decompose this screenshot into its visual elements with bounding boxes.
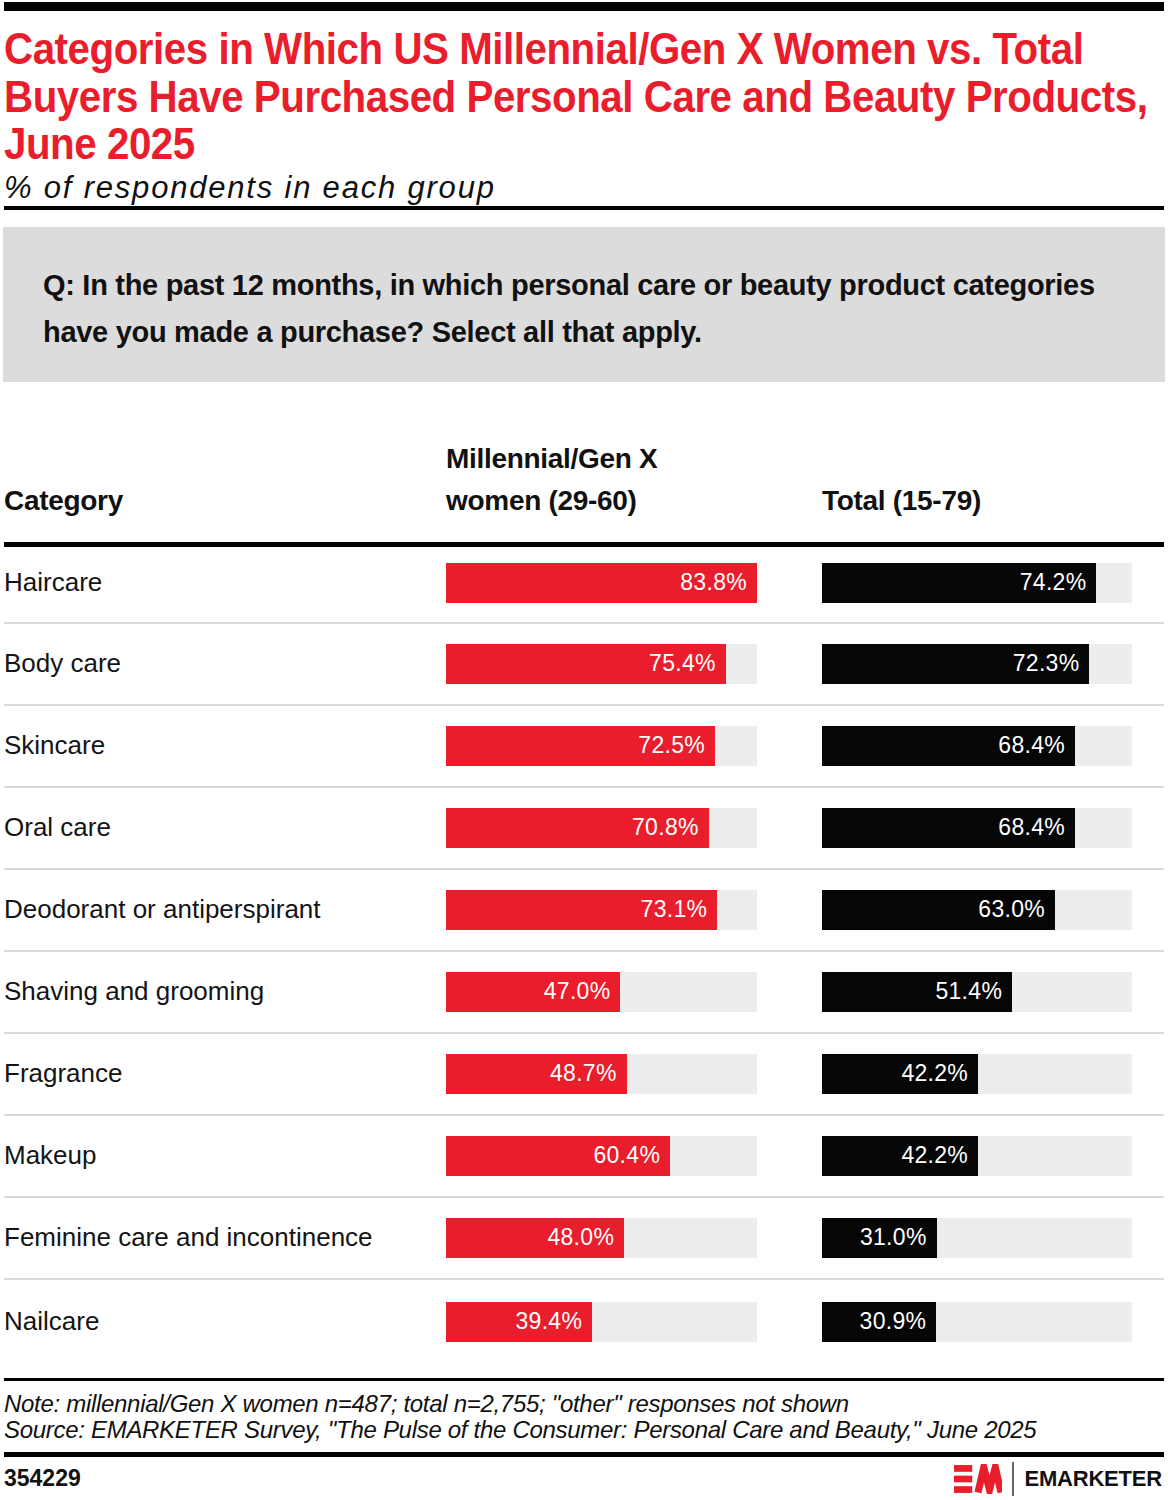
column-header-total: Total (15-79) bbox=[822, 480, 1164, 522]
women-bar-value: 70.8% bbox=[632, 814, 709, 841]
total-bar-value: 51.4% bbox=[935, 978, 1012, 1005]
total-bar: 63.0% bbox=[822, 890, 1055, 930]
total-bar-track: 42.2% bbox=[822, 1054, 1132, 1094]
women-bar: 48.7% bbox=[446, 1054, 627, 1094]
women-bar-track: 47.0% bbox=[446, 972, 757, 1012]
table-row: Haircare 83.8% 74.2% bbox=[4, 547, 1164, 624]
total-bar-value: 42.2% bbox=[901, 1142, 978, 1169]
total-bar-value: 30.9% bbox=[860, 1308, 937, 1335]
women-bar-value: 39.4% bbox=[516, 1308, 593, 1335]
women-bar: 72.5% bbox=[446, 726, 715, 766]
table-body: Haircare 83.8% 74.2% Body care 75.4% 72.3% Ski… bbox=[0, 547, 1168, 1381]
women-bar-track: 75.4% bbox=[446, 644, 757, 684]
total-bar-value: 42.2% bbox=[901, 1060, 978, 1087]
total-bar-track: 74.2% bbox=[822, 563, 1132, 603]
women-bar-track: 48.0% bbox=[446, 1218, 757, 1258]
category-label: Feminine care and incontinence bbox=[4, 1222, 373, 1253]
women-bar: 70.8% bbox=[446, 808, 709, 848]
table-row: Fragrance 48.7% 42.2% bbox=[4, 1034, 1164, 1116]
category-label: Shaving and grooming bbox=[4, 976, 264, 1007]
chart-title: Categories in Which US Millennial/Gen X … bbox=[4, 25, 1168, 168]
women-bar-track: 72.5% bbox=[446, 726, 757, 766]
total-bar-track: 63.0% bbox=[822, 890, 1132, 930]
total-bar: 51.4% bbox=[822, 972, 1012, 1012]
total-bar: 42.2% bbox=[822, 1136, 978, 1176]
total-bar-value: 68.4% bbox=[998, 814, 1075, 841]
question-text: Q: In the past 12 months, in which perso… bbox=[43, 262, 1125, 356]
women-bar-value: 72.5% bbox=[638, 732, 715, 759]
total-bar-track: 30.9% bbox=[822, 1302, 1132, 1342]
header-divider-rule bbox=[4, 206, 1164, 210]
logo-divider bbox=[1012, 1462, 1014, 1496]
total-bar: 72.3% bbox=[822, 644, 1089, 684]
women-bar-value: 75.4% bbox=[649, 650, 726, 677]
category-label: Makeup bbox=[4, 1140, 97, 1171]
table-row: Shaving and grooming 47.0% 51.4% bbox=[4, 952, 1164, 1034]
women-bar-track: 70.8% bbox=[446, 808, 757, 848]
table-row: Makeup 60.4% 42.2% bbox=[4, 1116, 1164, 1198]
category-label: Fragrance bbox=[4, 1058, 123, 1089]
total-bar: 31.0% bbox=[822, 1218, 937, 1258]
women-bar-track: 73.1% bbox=[446, 890, 757, 930]
emarketer-logo: EMARKETER bbox=[954, 1462, 1162, 1496]
table-row: Body care 75.4% 72.3% bbox=[4, 624, 1164, 706]
women-bar-track: 39.4% bbox=[446, 1302, 757, 1342]
total-bar: 74.2% bbox=[822, 563, 1096, 603]
total-bar: 68.4% bbox=[822, 726, 1075, 766]
total-bar-track: 72.3% bbox=[822, 644, 1132, 684]
table-header: Category Millennial/Gen X women (29-60) … bbox=[4, 438, 1164, 522]
category-label: Haircare bbox=[4, 567, 102, 598]
em-monogram-icon bbox=[954, 1464, 1002, 1494]
category-label: Skincare bbox=[4, 730, 105, 761]
total-bar-track: 51.4% bbox=[822, 972, 1132, 1012]
chart-subtitle: % of respondents in each group bbox=[4, 169, 1164, 206]
total-bar-track: 68.4% bbox=[822, 726, 1132, 766]
women-bar: 48.0% bbox=[446, 1218, 624, 1258]
total-bar-track: 31.0% bbox=[822, 1218, 1132, 1258]
women-bar-value: 47.0% bbox=[544, 978, 621, 1005]
women-bar-value: 60.4% bbox=[593, 1142, 670, 1169]
total-bar-track: 42.2% bbox=[822, 1136, 1132, 1176]
category-label: Deodorant or antiperspirant bbox=[4, 894, 321, 925]
total-bar: 30.9% bbox=[822, 1302, 936, 1342]
table-row: Feminine care and incontinence 48.0% 31.0% bbox=[4, 1198, 1164, 1280]
women-bar: 75.4% bbox=[446, 644, 726, 684]
source-text: Source: EMARKETER Survey, "The Pulse of … bbox=[4, 1417, 1164, 1443]
table-row: Oral care 70.8% 68.4% bbox=[4, 788, 1164, 870]
women-bar: 60.4% bbox=[446, 1136, 670, 1176]
women-bar-track: 48.7% bbox=[446, 1054, 757, 1094]
women-bar: 73.1% bbox=[446, 890, 717, 930]
table-row: Deodorant or antiperspirant 73.1% 63.0% bbox=[4, 870, 1164, 952]
total-bar-value: 72.3% bbox=[1013, 650, 1090, 677]
women-bar-value: 83.8% bbox=[680, 569, 757, 596]
table-row: Nailcare 39.4% 30.9% bbox=[4, 1280, 1164, 1381]
total-bar-track: 68.4% bbox=[822, 808, 1132, 848]
women-bar-value: 48.7% bbox=[550, 1060, 627, 1087]
column-header-women: Millennial/Gen X women (29-60) bbox=[446, 438, 822, 522]
women-bar: 47.0% bbox=[446, 972, 620, 1012]
women-bar-track: 83.8% bbox=[446, 563, 757, 603]
brand-wordmark: EMARKETER bbox=[1024, 1466, 1162, 1492]
category-label: Nailcare bbox=[4, 1306, 99, 1337]
women-bar-value: 73.1% bbox=[641, 896, 718, 923]
top-accent-bar bbox=[4, 2, 1164, 11]
category-label: Body care bbox=[4, 648, 121, 679]
women-bar: 83.8% bbox=[446, 563, 757, 603]
total-bar-value: 68.4% bbox=[998, 732, 1075, 759]
note-text: Note: millennial/Gen X women n=487; tota… bbox=[4, 1391, 1164, 1417]
total-bar-value: 74.2% bbox=[1020, 569, 1097, 596]
total-bar-value: 63.0% bbox=[978, 896, 1055, 923]
footer: 354229 EMARKETER bbox=[4, 1457, 1164, 1500]
women-bar-value: 48.0% bbox=[547, 1224, 624, 1251]
women-bar-track: 60.4% bbox=[446, 1136, 757, 1176]
table-row: Skincare 72.5% 68.4% bbox=[4, 706, 1164, 788]
question-box: Q: In the past 12 months, in which perso… bbox=[3, 227, 1165, 382]
column-header-category: Category bbox=[4, 480, 446, 522]
total-bar: 42.2% bbox=[822, 1054, 978, 1094]
women-bar: 39.4% bbox=[446, 1302, 592, 1342]
chart-id: 354229 bbox=[4, 1465, 81, 1492]
category-label: Oral care bbox=[4, 812, 111, 843]
total-bar: 68.4% bbox=[822, 808, 1075, 848]
total-bar-value: 31.0% bbox=[860, 1224, 937, 1251]
